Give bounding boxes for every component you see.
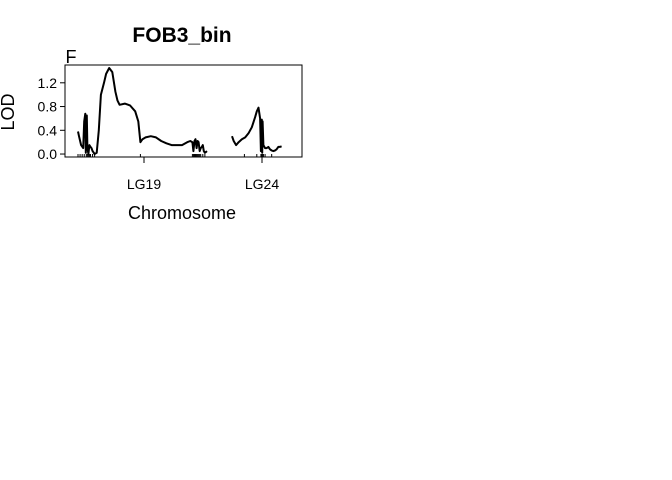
x-tick-label-lg19: LG19 xyxy=(127,176,161,192)
x-axis-label: Chromosome xyxy=(128,203,236,223)
chart-title: FOB3_bin xyxy=(132,24,231,47)
plot-frame xyxy=(64,64,303,158)
y-tick-label: 1.2 xyxy=(38,75,58,91)
lod-curve-lg24 xyxy=(231,106,282,154)
lod-series xyxy=(77,67,282,155)
lod-curve-lg19 xyxy=(77,67,208,155)
x-axis: LG19 LG24 xyxy=(127,157,279,192)
marker-rugs xyxy=(77,154,273,157)
panel-label: F xyxy=(66,47,77,67)
y-axis: 0.0 0.4 0.8 1.2 xyxy=(38,75,65,162)
y-tick-label: 0.4 xyxy=(38,122,58,138)
y-tick-label: 0.8 xyxy=(38,99,58,115)
y-tick-label: 0.0 xyxy=(38,146,58,162)
y-axis-label: LOD xyxy=(0,93,18,130)
x-tick-label-lg24: LG24 xyxy=(245,176,279,192)
